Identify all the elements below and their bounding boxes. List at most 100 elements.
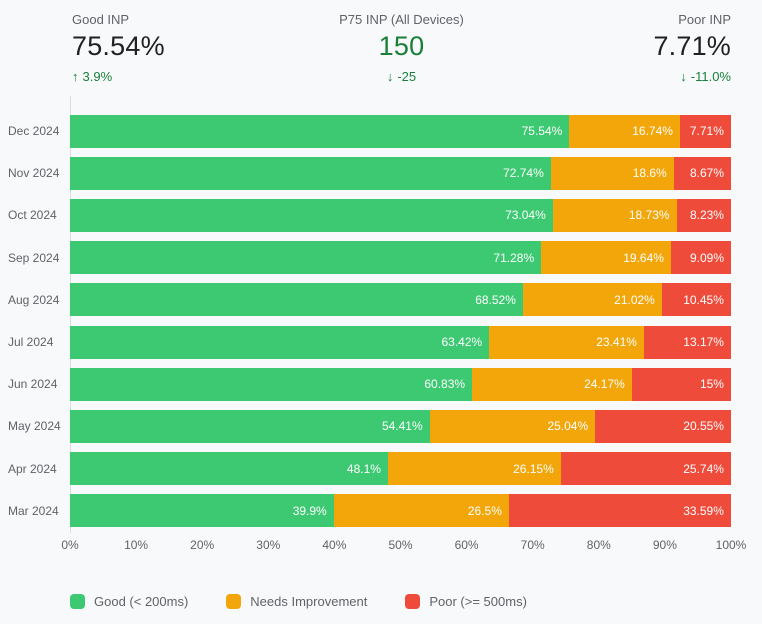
- bar-segment-poor[interactable]: 9.09%: [670, 241, 731, 275]
- category-label: Dec 2024: [8, 124, 60, 139]
- bar-segment-poor[interactable]: 25.74%: [560, 452, 731, 486]
- trend-down-icon: ↓: [386, 69, 394, 85]
- stacked-bar: 39.9% 26.5% 33.59%: [70, 494, 731, 528]
- category-label: May 2024: [8, 419, 61, 434]
- segment-value-label: 24.17%: [584, 377, 625, 392]
- scorecard-label: Good INP: [72, 12, 130, 27]
- bar-segment-poor[interactable]: 8.23%: [676, 198, 731, 232]
- stacked-bar: 60.83% 24.17% 15%: [70, 367, 731, 401]
- scorecard-poor-inp: Poor INP 7.71% ↓ -11.0%: [511, 12, 731, 84]
- stacked-bar: 63.42% 23.41% 13.17%: [70, 325, 731, 359]
- scorecard-change-value: -25: [397, 69, 417, 85]
- bar-segment-good[interactable]: 60.83%: [70, 367, 473, 401]
- scorecard-good-inp: Good INP 75.54% ↑ 3.9%: [72, 12, 292, 84]
- bar-segment-poor[interactable]: 10.45%: [661, 283, 731, 317]
- scorecard-label: P75 INP (All Devices): [339, 12, 464, 27]
- bar-segment-poor[interactable]: 20.55%: [595, 409, 731, 443]
- category-label: Nov 2024: [8, 166, 60, 181]
- bar-segment-needs-improvement[interactable]: 21.02%: [522, 283, 662, 317]
- bar-segment-poor[interactable]: 7.71%: [679, 114, 731, 148]
- segment-value-label: 25.04%: [547, 419, 589, 434]
- segment-value-label: 21.02%: [614, 292, 655, 307]
- scorecard-value: 150: [378, 31, 425, 61]
- segment-value-label: 72.74%: [503, 166, 544, 181]
- segment-value-label: 19.64%: [623, 250, 664, 265]
- bar-segment-good[interactable]: 48.1%: [70, 452, 388, 486]
- stacked-bar: 68.52% 21.02% 10.45%: [70, 283, 731, 317]
- bar-segment-poor[interactable]: 33.59%: [508, 494, 731, 528]
- stacked-bar: 72.74% 18.6% 8.67%: [70, 156, 732, 190]
- legend-item-good[interactable]: Good (< 200ms): [70, 594, 188, 609]
- bar-segment-needs-improvement[interactable]: 25.04%: [429, 409, 596, 443]
- segment-value-label: 48.1%: [346, 461, 381, 476]
- bar-segment-needs-improvement[interactable]: 23.41%: [489, 325, 644, 359]
- scorecard-change-value: -11.0%: [690, 69, 731, 85]
- bar-segment-good[interactable]: 63.42%: [70, 325, 490, 359]
- bar-segment-needs-improvement[interactable]: 26.5%: [333, 494, 509, 528]
- segment-value-label: 73.04%: [505, 208, 546, 223]
- segment-value-label: 33.59%: [683, 503, 724, 518]
- segment-value-label: 13.17%: [683, 335, 724, 350]
- chart-legend: Good (< 200ms) Needs Improvement Poor (>= …: [70, 594, 527, 609]
- bar-segment-good[interactable]: 71.28%: [70, 241, 542, 275]
- category-label: Jul 2024: [8, 335, 54, 350]
- segment-value-label: 18.6%: [632, 166, 667, 181]
- legend-label: Needs Improvement: [250, 594, 368, 609]
- bar-segment-good[interactable]: 75.54%: [70, 114, 570, 148]
- segment-value-label: 60.83%: [424, 377, 466, 392]
- category-label: Apr 2024: [8, 461, 57, 476]
- bar-segment-needs-improvement[interactable]: 26.15%: [387, 452, 561, 486]
- bar-segment-needs-improvement[interactable]: 24.17%: [472, 367, 632, 401]
- segment-value-label: 26.5%: [467, 503, 502, 518]
- segment-value-label: 7.71%: [689, 124, 724, 139]
- category-label: Aug 2024: [8, 292, 60, 307]
- segment-value-label: 18.73%: [628, 208, 670, 223]
- category-label: Mar 2024: [8, 503, 59, 518]
- scorecard-label: Poor INP: [678, 12, 731, 27]
- segment-value-label: 8.23%: [689, 208, 724, 223]
- bar-segment-needs-improvement[interactable]: 19.64%: [541, 241, 671, 275]
- segment-value-label: 63.42%: [441, 335, 483, 350]
- scorecard-change: ↓ -11.0%: [511, 69, 731, 84]
- x-axis: 0% 10% 20% 30% 40% 50% 60% 70% 80% 90% 100%: [61, 538, 746, 554]
- segment-value-label: 16.74%: [632, 124, 673, 139]
- bar-segment-poor[interactable]: 15%: [631, 367, 731, 401]
- category-label: Jun 2024: [8, 377, 58, 392]
- bar-segment-good[interactable]: 73.04%: [70, 198, 553, 232]
- legend-item-poor[interactable]: Poor (>= 500ms): [405, 594, 527, 609]
- trend-down-icon: ↓: [680, 69, 687, 85]
- bar-segment-good[interactable]: 54.41%: [70, 409, 430, 443]
- x-tick-label: 100%: [715, 538, 747, 552]
- bar-segment-needs-improvement[interactable]: 16.74%: [569, 114, 680, 148]
- bar-segment-poor[interactable]: 8.67%: [673, 156, 732, 190]
- segment-value-label: 23.41%: [596, 335, 637, 350]
- bar-segment-good[interactable]: 68.52%: [70, 283, 523, 317]
- bar-segment-needs-improvement[interactable]: 18.73%: [552, 198, 677, 232]
- segment-value-label: 15%: [699, 377, 724, 392]
- category-label: Oct 2024: [8, 208, 57, 223]
- scorecard-value: 7.71%: [653, 31, 731, 61]
- stacked-bar: 75.54% 16.74% 7.71%: [70, 114, 731, 148]
- bar-segment-needs-improvement[interactable]: 18.6%: [550, 156, 674, 190]
- segment-value-label: 68.52%: [475, 292, 516, 307]
- legend-item-needs-improvement[interactable]: Needs Improvement: [226, 594, 367, 609]
- segment-value-label: 20.55%: [683, 419, 724, 434]
- chart-row: Aug 2024 68.52% 21.02% 10.45%: [8, 279, 731, 321]
- scorecard-change: ↓ -25: [292, 69, 512, 84]
- bar-segment-good[interactable]: 39.9%: [70, 494, 334, 528]
- segment-value-label: 75.54%: [521, 124, 563, 139]
- segment-value-label: 26.15%: [513, 461, 554, 476]
- chart-row: Dec 2024 75.54% 16.74% 7.71%: [8, 110, 731, 152]
- stacked-bar: 71.28% 19.64% 9.09%: [70, 241, 731, 275]
- x-tick-label: 70%: [520, 538, 545, 552]
- stacked-bar-chart: Dec 2024 75.54% 16.74% 7.71% Nov 2024 72.74% 1…: [8, 110, 732, 532]
- chart-row: Sep 2024 71.28% 19.64% 9.09%: [8, 237, 731, 279]
- bar-segment-good[interactable]: 72.74%: [70, 156, 551, 190]
- scorecard-p75-inp: P75 INP (All Devices) 150 ↓ -25: [292, 12, 512, 84]
- x-tick-label: 10%: [124, 538, 149, 552]
- x-tick-label: 40%: [322, 538, 347, 552]
- scorecards-header: Good INP 75.54% ↑ 3.9% P75 INP (All Devi…: [72, 12, 731, 84]
- x-tick-label: 0%: [61, 538, 79, 552]
- bar-segment-poor[interactable]: 13.17%: [643, 325, 731, 359]
